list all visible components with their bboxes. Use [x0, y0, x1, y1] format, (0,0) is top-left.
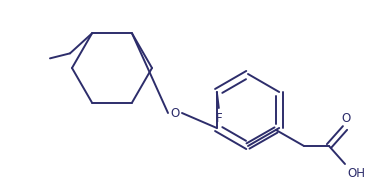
Text: F: F: [215, 112, 222, 125]
Text: O: O: [341, 112, 351, 125]
Text: OH: OH: [347, 167, 365, 180]
Text: O: O: [170, 107, 180, 120]
